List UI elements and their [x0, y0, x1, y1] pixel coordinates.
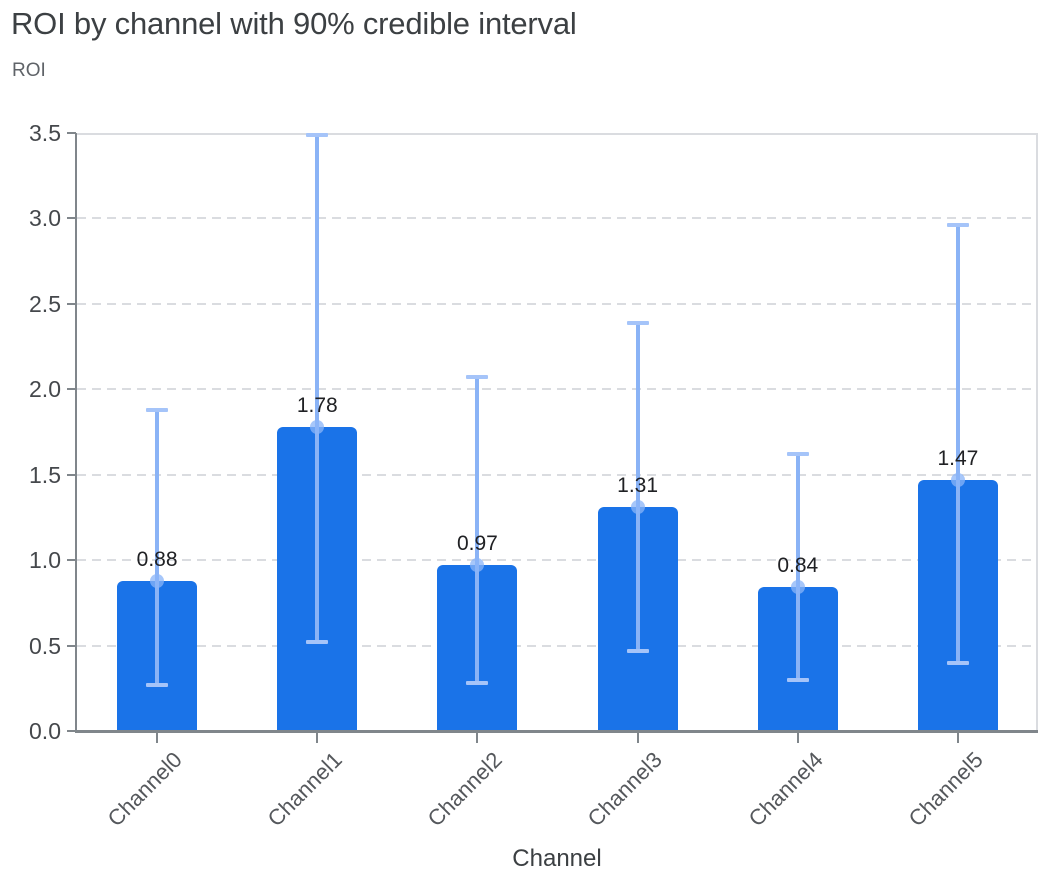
x-tick-label: Channel0 [102, 747, 187, 832]
y-tick [67, 132, 76, 134]
error-bar-cap-top [786, 452, 809, 457]
y-gridline [77, 302, 1036, 305]
bar-value-label: 1.78 [296, 393, 338, 417]
error-bar-line [795, 454, 800, 680]
y-tick-label: 1.5 [29, 461, 61, 488]
chart-title: ROI by channel with 90% credible interva… [11, 6, 577, 41]
y-gridline [77, 644, 1036, 647]
error-bar-cap-top [466, 375, 489, 380]
x-axis-line [75, 730, 1038, 733]
x-tick [316, 733, 319, 743]
error-mean-dot [950, 472, 965, 487]
x-tick-label: Channel5 [903, 747, 988, 832]
bar-value-label: 1.47 [937, 446, 979, 470]
y-tick-label: 3.0 [29, 205, 61, 232]
y-gridline [77, 559, 1036, 562]
x-tick [956, 733, 959, 743]
y-tick [67, 559, 76, 562]
y-tick-label: 2.0 [29, 376, 61, 403]
error-bar-cap-bottom [146, 682, 169, 687]
y-tick [67, 730, 76, 732]
error-bar-line [955, 225, 960, 663]
bar-value-label: 0.88 [136, 547, 178, 571]
error-mean-dot [310, 419, 325, 434]
x-tick-label: Channel3 [582, 747, 668, 832]
error-bar-cap-bottom [466, 681, 489, 686]
x-tick-label: Channel4 [743, 747, 828, 832]
error-bar-cap-bottom [786, 677, 809, 682]
y-gridline [77, 217, 1036, 220]
error-mean-dot [790, 580, 805, 595]
x-tick [796, 733, 799, 743]
error-bar-line [155, 409, 160, 685]
y-tick [67, 644, 76, 647]
bar-value-label: 0.97 [456, 532, 498, 556]
error-bar-cap-top [146, 407, 169, 412]
x-tick [476, 733, 479, 743]
error-bar-cap-top [626, 320, 649, 325]
error-bar-line [475, 377, 480, 684]
y-axis-line [75, 133, 77, 733]
y-tick [67, 388, 76, 391]
x-tick [156, 733, 159, 743]
y-gridline [77, 388, 1036, 391]
y-axis-title: ROI [12, 60, 46, 81]
x-tick-label: Channel2 [422, 747, 508, 832]
y-tick-label: 3.5 [29, 120, 61, 146]
x-axis-title: Channel [512, 845, 602, 872]
x-tick-label: Channel1 [262, 747, 347, 832]
bar-value-label: 0.84 [777, 554, 819, 578]
y-gridline [77, 473, 1036, 476]
x-tick [636, 733, 639, 743]
error-bar-cap-bottom [626, 648, 649, 653]
bar-value-label: 1.31 [617, 474, 659, 498]
error-bar-line [635, 322, 640, 651]
y-tick-label: 1.0 [29, 547, 61, 574]
y-tick-label: 0.0 [29, 718, 61, 744]
error-bar-line [315, 134, 320, 643]
plot-border-right [1036, 133, 1038, 731]
error-bar-cap-top [306, 132, 329, 137]
error-mean-dot [150, 573, 165, 588]
y-tick [67, 217, 76, 220]
error-mean-dot [470, 558, 485, 573]
y-tick [67, 302, 76, 305]
y-tick-label: 2.5 [29, 290, 61, 317]
error-bar-cap-bottom [306, 640, 329, 645]
error-mean-dot [630, 500, 645, 515]
y-tick [67, 473, 76, 476]
error-bar-cap-top [946, 223, 969, 228]
error-bar-cap-bottom [946, 660, 969, 665]
y-tick-label: 0.5 [29, 632, 61, 659]
plot-border-top [77, 133, 1038, 135]
